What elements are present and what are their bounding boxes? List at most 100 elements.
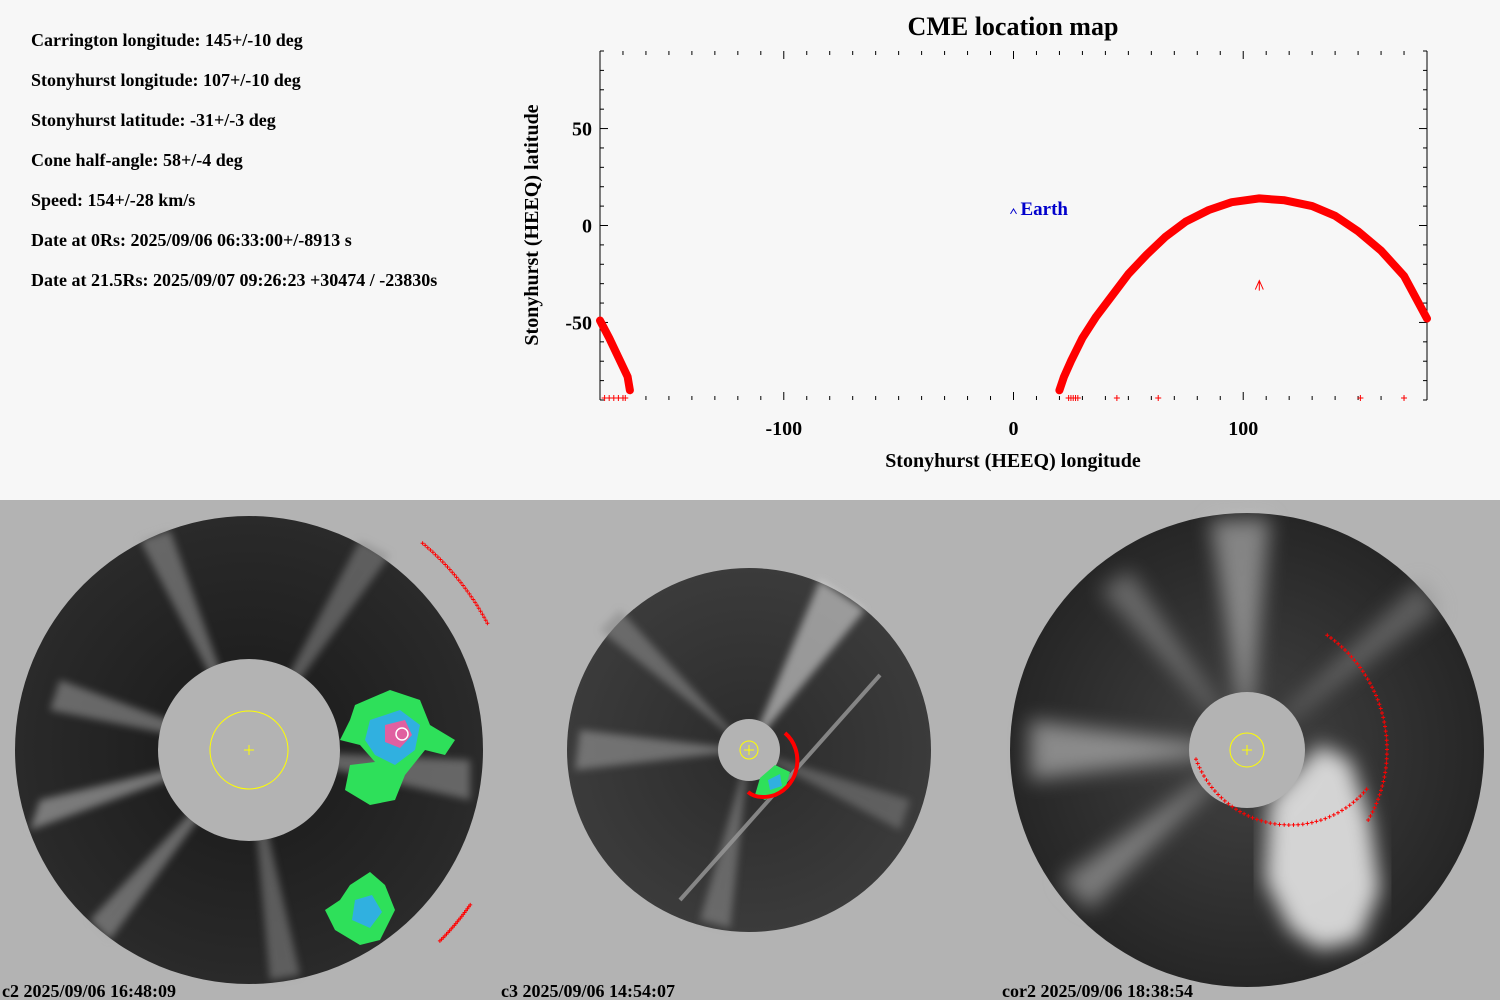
cor2-fit-point — [1263, 820, 1268, 824]
cor2-fit-point — [1300, 822, 1305, 827]
c2-fit-point — [473, 600, 478, 605]
cor2-fit-point — [1379, 788, 1383, 793]
cor2-fit-point — [1209, 785, 1214, 790]
c2-fit-point — [435, 555, 440, 560]
cor2-fit-point — [1230, 804, 1235, 809]
cor2-fit-point — [1242, 811, 1247, 816]
param-stonyhurst-latitude: Stonyhurst latitude: -31+/-3 deg — [31, 110, 276, 130]
chart-title: CME location map — [908, 12, 1119, 41]
c2-fit-point — [452, 572, 457, 577]
cor2-fit-point — [1372, 689, 1377, 694]
cor2-fit-point — [1336, 641, 1341, 646]
c2-fit-point — [447, 567, 452, 572]
c2-fit-point — [420, 541, 425, 546]
c2-cme-feature-upper — [340, 690, 455, 805]
cme-location-map: CME location map -100 0 100 50 0 -50 Earth St… — [521, 12, 1431, 472]
cor2-fit-point — [1259, 818, 1264, 823]
cor2-fit-point — [1268, 821, 1273, 826]
x-tick-label: 100 — [1228, 418, 1258, 440]
c2-fit-point — [454, 575, 459, 580]
c2-fit-point — [456, 578, 461, 583]
cor2-fit-point — [1212, 789, 1217, 793]
cme-edge-marker — [1357, 395, 1364, 401]
cor2-fit-point — [1219, 795, 1224, 800]
cor2-fit-point — [1309, 820, 1314, 825]
param-date-21rs: Date at 21.5Rs: 2025/09/07 09:26:23 +304… — [31, 270, 438, 290]
earth-marker — [1010, 207, 1017, 215]
c2-fit-point — [440, 560, 445, 564]
y-axis-label: Stonyhurst (HEEQ) latitude — [521, 104, 543, 345]
y-tick-label: 50 — [572, 119, 592, 141]
c2-fit-point — [459, 580, 463, 585]
cor2-fit-point — [1383, 770, 1388, 775]
c2-fit-point — [463, 586, 468, 591]
cor2-fit-point — [1250, 815, 1255, 820]
c3-panel: c3 2025/09/06 14:54:07 — [501, 568, 931, 1000]
cor2-fit-point — [1363, 673, 1368, 678]
cor2-fit-point — [1234, 807, 1238, 812]
cor2-fit-point — [1383, 729, 1388, 734]
c2-fit-point — [430, 550, 435, 555]
cme-edge-marker — [1401, 395, 1408, 401]
cor2-fit-point — [1318, 818, 1323, 823]
cme-edge-marker — [1113, 395, 1120, 401]
cor2-fit-point — [1358, 794, 1363, 799]
cor2-fit-point — [1368, 814, 1373, 818]
cor2-fit-point — [1384, 733, 1389, 738]
c2-label: c2 2025/09/06 16:48:09 — [2, 981, 176, 1000]
cor2-fit-point — [1381, 779, 1386, 784]
cor2-fit-point — [1346, 651, 1351, 656]
chart-series — [596, 194, 1431, 395]
cor2-cme-bright — [1265, 745, 1380, 950]
cor2-fit-point — [1327, 814, 1332, 819]
cor2-fit-point — [1384, 738, 1389, 743]
c2-fit-point — [485, 621, 490, 626]
cor2-fit-point — [1368, 681, 1372, 686]
c3-streamers — [575, 580, 910, 928]
cor2-fit-point — [1384, 752, 1389, 757]
cor2-fit-point — [1352, 658, 1357, 663]
cor2-fit-point — [1351, 800, 1356, 805]
cor2-sun-center — [1242, 745, 1252, 755]
cor2-fit-point — [1254, 817, 1259, 822]
param-carrington-longitude: Carrington longitude: 145+/-10 deg — [31, 30, 303, 50]
cor2-fit-point — [1366, 818, 1371, 822]
chart-markers: Earth — [601, 199, 1408, 401]
c2-fit-point — [471, 597, 476, 602]
cor2-fit-point — [1355, 661, 1360, 666]
cor2-fit-point — [1365, 677, 1370, 682]
c2-fit-point — [475, 603, 479, 608]
c2-fit-point — [482, 615, 487, 620]
cor2-fit-point — [1384, 761, 1389, 766]
cor2-fit-point — [1364, 787, 1369, 792]
cme-boundary-series-0 — [1055, 194, 1431, 395]
c2-sun-limb — [209, 710, 289, 790]
c2-fit-point — [445, 565, 450, 569]
cor2-fit-point — [1216, 792, 1221, 797]
cor2-fit-point — [1207, 781, 1212, 786]
cor2-fit-point — [1381, 715, 1386, 720]
c2-fit-point — [443, 562, 448, 567]
c2-fit-point — [480, 612, 485, 617]
c3-sun-center — [744, 745, 754, 755]
chart-axes: -100 0 100 50 0 -50 — [565, 50, 1428, 440]
cor2-fit-point — [1377, 792, 1382, 797]
cor2-fit-point — [1246, 813, 1251, 818]
x-tick-label: 0 — [1009, 418, 1019, 440]
cor2-fit-point — [1370, 809, 1375, 814]
c2-fit-point — [478, 609, 483, 614]
cor2-fit-point — [1384, 756, 1389, 761]
cor2-fit-point — [1323, 816, 1328, 821]
cor2-fit-point — [1375, 697, 1380, 702]
cor2-fit-point — [1197, 765, 1202, 770]
cor2-fit-point — [1374, 801, 1379, 806]
cor2-fit-point — [1282, 822, 1287, 827]
param-stonyhurst-longitude: Stonyhurst longitude: 107+/-10 deg — [31, 70, 301, 90]
cor2-fit-point — [1272, 821, 1277, 826]
c2-fit-point — [476, 606, 481, 611]
c2-fit-point — [467, 591, 472, 596]
cor2-fit-point — [1332, 638, 1337, 643]
cor2-fit-point — [1380, 784, 1385, 788]
c2-fit-point — [469, 594, 474, 599]
coronagraph-strip: c2 2025/09/06 16:48:09 c3 2025/09/06 14:… — [0, 500, 1500, 1000]
